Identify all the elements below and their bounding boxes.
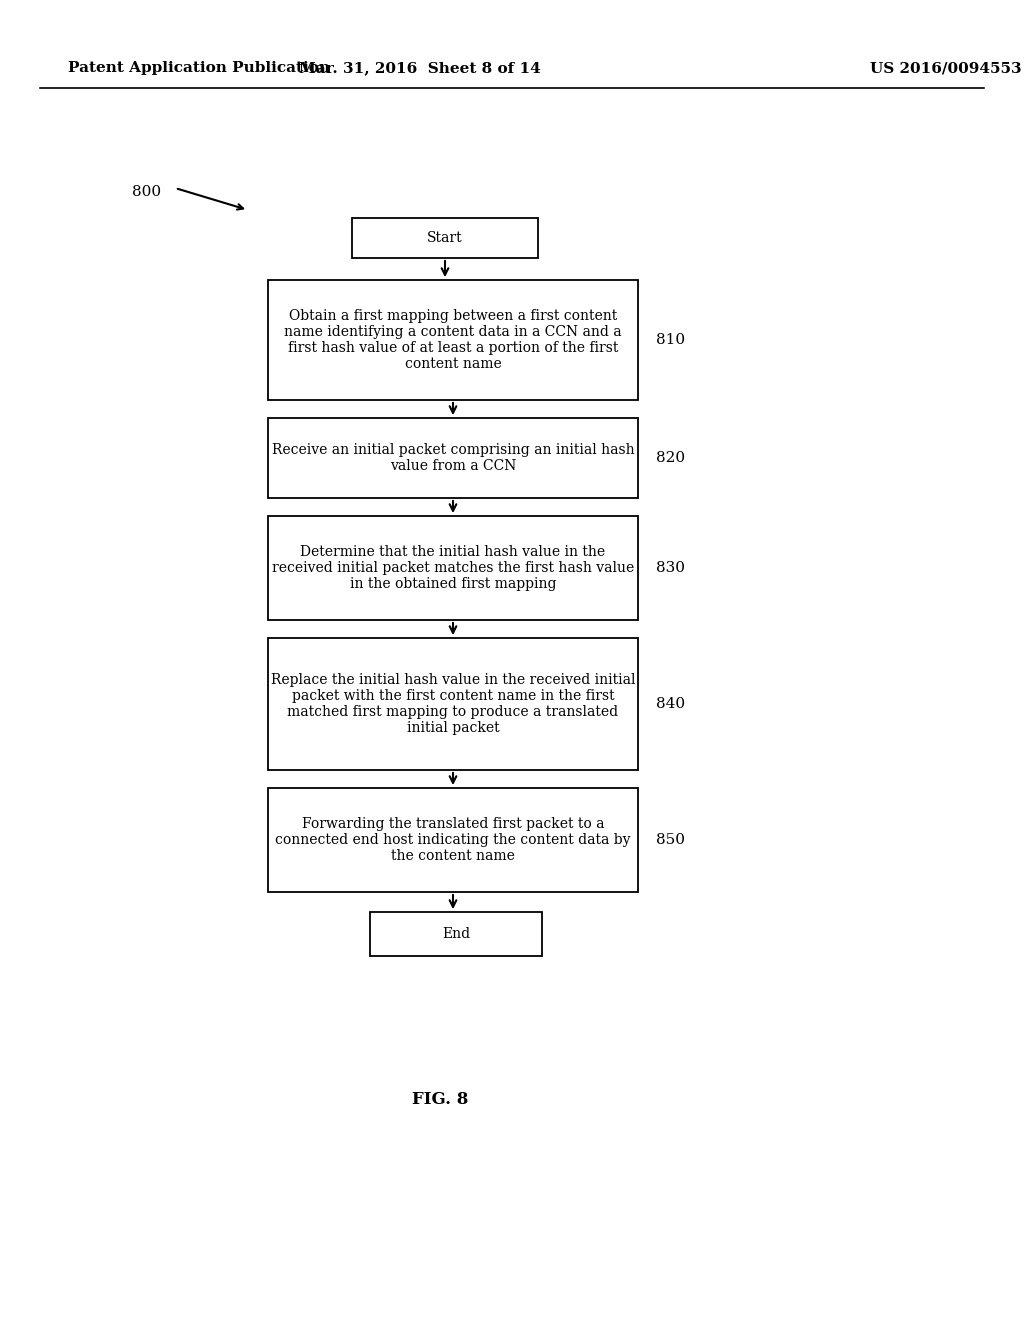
Text: FIG. 8: FIG. 8 [412,1092,468,1109]
Text: 840: 840 [656,697,685,711]
Text: 830: 830 [656,561,685,576]
Bar [268,638,638,770]
Bar [268,516,638,620]
Bar [268,418,638,498]
Text: Receive an initial packet comprising an initial hash
value from a CCN: Receive an initial packet comprising an … [271,444,634,473]
Text: Replace the initial hash value in the received initial
packet with the first con: Replace the initial hash value in the re… [270,673,635,735]
Text: 810: 810 [656,333,685,347]
Text: 850: 850 [656,833,685,847]
Text: Start: Start [427,231,463,246]
Bar [268,280,638,400]
Text: US 2016/0094553 A1: US 2016/0094553 A1 [870,61,1024,75]
Bar [268,788,638,892]
Text: Mar. 31, 2016  Sheet 8 of 14: Mar. 31, 2016 Sheet 8 of 14 [299,61,541,75]
Text: End: End [442,927,470,941]
Text: Determine that the initial hash value in the
received initial packet matches the: Determine that the initial hash value in… [272,545,634,591]
Text: Obtain a first mapping between a first content
name identifying a content data i: Obtain a first mapping between a first c… [285,309,622,371]
Text: 820: 820 [656,451,685,465]
Text: Forwarding the translated first packet to a
connected end host indicating the co: Forwarding the translated first packet t… [275,817,631,863]
Text: Patent Application Publication: Patent Application Publication [68,61,330,75]
Text: 800: 800 [132,185,161,199]
FancyBboxPatch shape [370,912,542,956]
FancyBboxPatch shape [352,218,538,257]
